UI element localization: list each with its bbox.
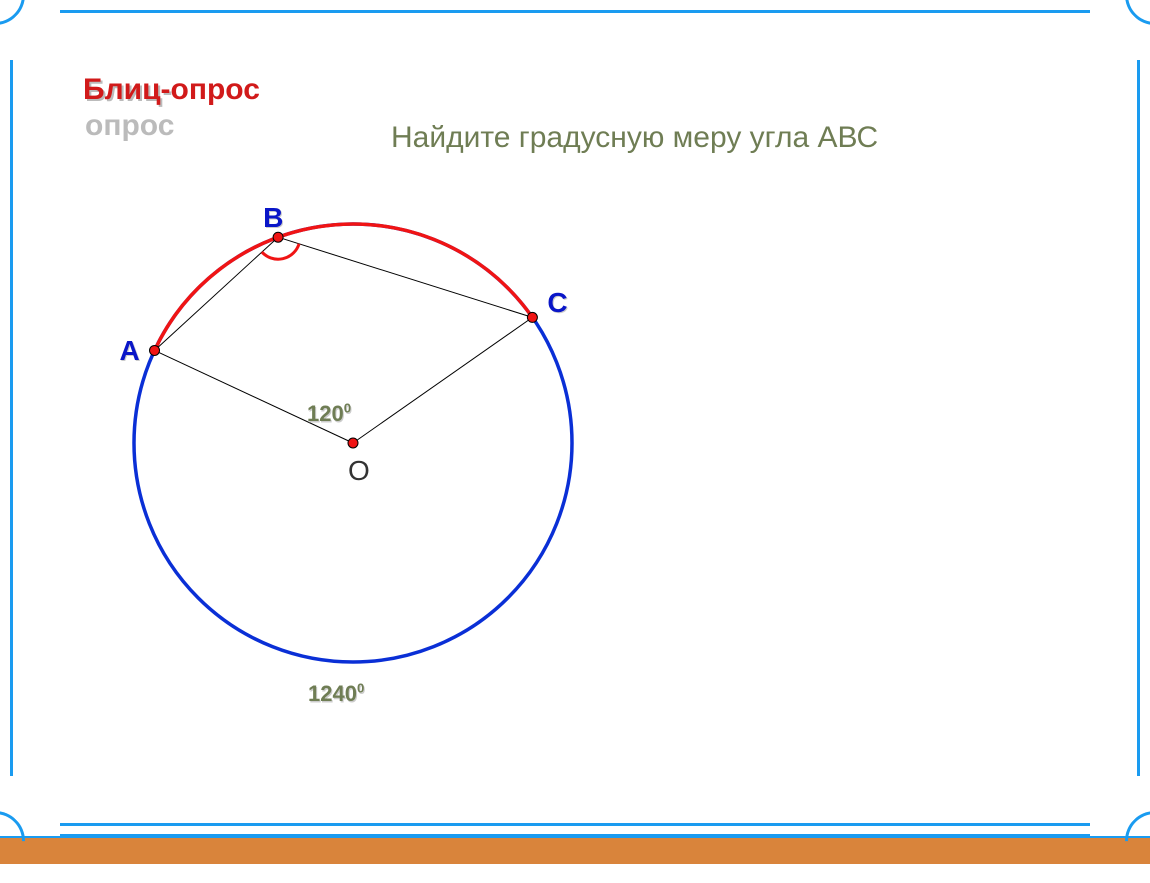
- slide-subtitle: Найдите градусную меру угла АВС: [391, 121, 878, 155]
- arc-value-bottom: 12400 12400: [308, 681, 364, 707]
- frame-corner-br: [1090, 776, 1150, 836]
- point-label-c: C C: [547, 287, 567, 319]
- point-label-b: B B: [263, 202, 283, 234]
- bottom-accent-bar: [0, 834, 1150, 864]
- frame-corner-bl: [0, 776, 60, 836]
- point-label-a: A A: [120, 335, 140, 367]
- frame-corner-tl: [0, 0, 60, 60]
- center-label-o: O: [348, 455, 370, 487]
- slide-title-text: Блиц-опрос: [83, 73, 260, 106]
- frame-corner-tr: [1090, 0, 1150, 60]
- angle-value-central: 1200 1200: [307, 401, 351, 427]
- geometry-diagram: A A B B C C O 1200 1200 12400 12400: [53, 183, 653, 733]
- slide-title: Блиц-опрос Блиц-опрос: [83, 73, 260, 107]
- slide-frame: Блиц-опрос Блиц-опрос Найдите градусную …: [10, 10, 1140, 826]
